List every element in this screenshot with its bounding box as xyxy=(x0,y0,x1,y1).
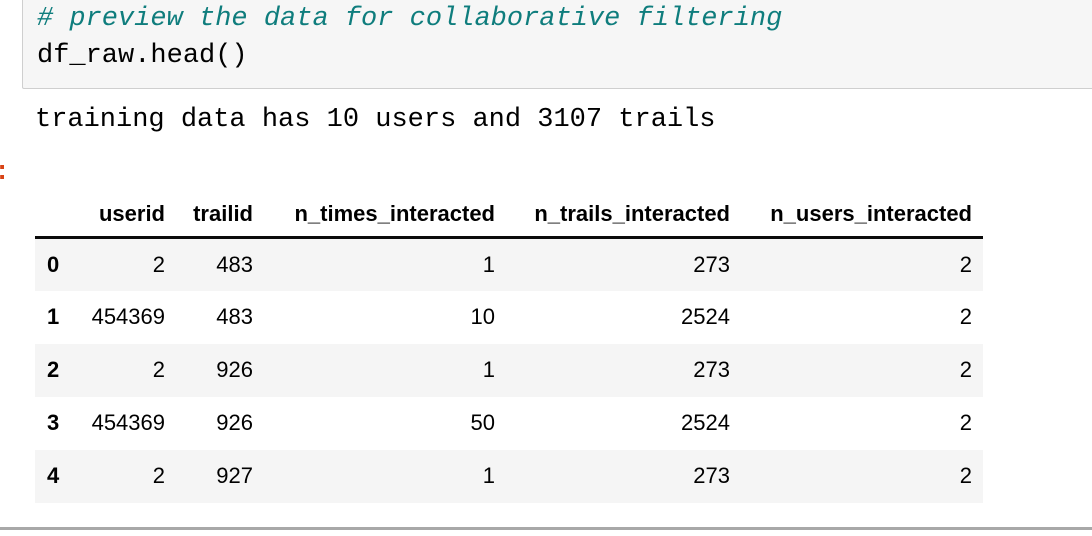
cell-n-trails-interacted: 2524 xyxy=(681,304,730,329)
cell-n-users-interacted: 2 xyxy=(959,410,972,435)
column-header-n-users-interacted: n_users_interacted xyxy=(741,192,983,239)
cell-n-users-interacted: 2 xyxy=(959,251,972,277)
cell-trailid: 483 xyxy=(216,251,253,277)
code-editor[interactable]: # preview the data for collaborative fil… xyxy=(23,0,1092,75)
cell-n-trails-interacted: 273 xyxy=(693,357,730,382)
row-index: 3 xyxy=(47,410,60,435)
row-index: 1 xyxy=(47,304,60,329)
cell-trailid: 483 xyxy=(216,304,253,329)
row-index: 2 xyxy=(47,357,60,382)
cell-userid: 2 xyxy=(152,251,165,277)
table-row: 0 2 483 1 273 2 xyxy=(35,237,983,291)
row-index: 4 xyxy=(47,463,60,488)
table-row: 3 454369 926 50 2524 2 xyxy=(35,397,983,450)
cell-userid: 454369 xyxy=(91,410,165,435)
code-cell[interactable]: # preview the data for collaborative fil… xyxy=(22,0,1092,89)
code-comment-line: # preview the data for collaborative fil… xyxy=(37,4,783,34)
table-row: 4 2 927 1 273 2 xyxy=(35,449,983,503)
index-column-header xyxy=(35,192,75,239)
cell-n-times-interacted: 1 xyxy=(482,357,495,382)
stdout-text: training data has 10 users and 3107 trai… xyxy=(35,105,716,135)
column-header-userid: userid xyxy=(75,192,176,239)
cell-userid: 454369 xyxy=(91,304,165,329)
cell-n-trails-interacted: 2524 xyxy=(681,410,730,435)
cell-divider xyxy=(0,527,1092,530)
dataframe-output: userid trailid n_times_interacted n_trai… xyxy=(35,192,983,503)
cell-n-times-interacted: 1 xyxy=(482,463,495,488)
cell-n-times-interacted: 50 xyxy=(470,410,495,435)
column-header-trailid: trailid xyxy=(176,192,264,239)
table-row: 2 2 926 1 273 2 xyxy=(35,343,983,397)
cell-n-times-interacted: 1 xyxy=(482,251,495,277)
cell-n-times-interacted: 10 xyxy=(470,304,495,329)
cell-n-users-interacted: 2 xyxy=(959,304,972,329)
cell-n-users-interacted: 2 xyxy=(959,463,972,488)
cell-n-trails-interacted: 273 xyxy=(693,251,730,277)
table-header-row: userid trailid n_times_interacted n_trai… xyxy=(35,192,983,239)
column-header-n-trails-interacted: n_trails_interacted xyxy=(506,192,741,239)
cell-userid: 2 xyxy=(152,463,165,488)
row-index: 0 xyxy=(47,251,60,277)
out-prompt-colon: : xyxy=(0,158,10,188)
cell-n-trails-interacted: 273 xyxy=(693,463,730,488)
table-row: 1 454369 483 10 2524 2 xyxy=(35,291,983,344)
cell-trailid: 927 xyxy=(216,463,253,488)
column-header-n-times-interacted: n_times_interacted xyxy=(264,192,506,239)
code-line: df_raw.head() xyxy=(37,41,248,71)
cell-userid: 2 xyxy=(152,357,165,382)
cell-n-users-interacted: 2 xyxy=(959,357,972,382)
dataframe-table: userid trailid n_times_interacted n_trai… xyxy=(35,192,983,503)
cell-trailid: 926 xyxy=(216,357,253,382)
cell-trailid: 926 xyxy=(216,410,253,435)
